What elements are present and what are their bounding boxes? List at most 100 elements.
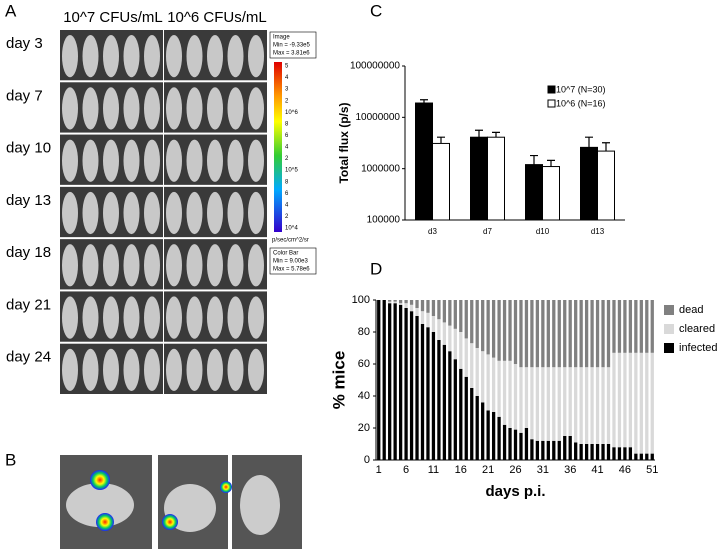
mouse — [103, 348, 119, 391]
mouse — [227, 296, 244, 339]
mouse — [103, 296, 119, 339]
x-tick-label: 41 — [591, 464, 603, 476]
bar-segment — [470, 343, 474, 388]
mouse — [62, 139, 78, 182]
mouse — [103, 35, 119, 78]
mouse — [207, 87, 223, 130]
bar-segment — [557, 300, 561, 368]
bar-segment — [530, 300, 534, 368]
bar-segment — [639, 300, 643, 353]
bar-segment — [442, 344, 447, 460]
y-tick-label: 100000 — [367, 215, 401, 226]
bar-segment — [574, 300, 578, 368]
bar-segment — [623, 447, 627, 460]
x-tick-label: 51 — [646, 464, 658, 476]
bar-segment — [552, 440, 556, 460]
bar-segment — [574, 442, 578, 460]
bar-segment — [486, 354, 490, 411]
error-bar — [420, 99, 428, 104]
mouse — [123, 139, 140, 182]
y-axis-label: % mice — [329, 351, 348, 410]
colorbar — [274, 62, 282, 232]
mouse — [186, 244, 203, 287]
y-tick-label: 20 — [358, 422, 370, 434]
bar-segment — [650, 352, 654, 454]
bar-segment — [601, 444, 605, 460]
row-label: day 24 — [6, 349, 51, 366]
mouse — [82, 296, 99, 339]
column-header: 10^7 CFUs/mL — [63, 9, 163, 26]
legend-label: infected — [679, 342, 718, 354]
bar-segment — [519, 300, 523, 368]
bar-segment — [552, 300, 556, 368]
x-tick-label: 46 — [619, 464, 631, 476]
bar-segment — [437, 340, 441, 460]
bar-segment — [617, 300, 622, 353]
bar-segment — [382, 300, 386, 460]
imaging-grid — [60, 30, 267, 394]
mouse — [186, 348, 203, 391]
mouse — [248, 87, 264, 130]
bar-segment — [595, 367, 600, 444]
x-tick-label: d10 — [536, 227, 550, 236]
box-text: Max = 5.78e6 — [273, 267, 310, 273]
mouse — [144, 35, 160, 78]
bar-segment — [623, 352, 627, 448]
bar-segment — [617, 352, 622, 448]
x-tick-label: d3 — [428, 227, 437, 236]
error-bar — [437, 136, 445, 144]
legend-label: 10^6 (N=16) — [556, 98, 606, 108]
mouse — [123, 348, 140, 391]
bar-segment — [623, 300, 627, 353]
bar-segment — [437, 300, 441, 320]
colorbar-label: 8 — [285, 179, 289, 185]
panel-label: C — [370, 1, 382, 20]
bar-segment — [508, 360, 512, 428]
bar-segment — [475, 300, 479, 348]
bar-segment — [541, 440, 545, 460]
bar-segment — [535, 367, 540, 441]
bar-segment — [409, 304, 414, 312]
bar-segment — [388, 300, 392, 302]
mouse — [123, 296, 140, 339]
x-tick-label: 31 — [537, 464, 549, 476]
bar-segment — [398, 303, 403, 305]
error-bar — [602, 142, 610, 152]
bar-segment — [584, 444, 589, 460]
error-bar — [475, 129, 483, 138]
bar-segment — [535, 300, 540, 368]
y-tick-label: 1000000 — [361, 163, 400, 174]
bar-segment — [497, 300, 501, 361]
bar-segment — [568, 367, 572, 436]
bar-segment — [606, 444, 611, 460]
colorbar-label: 10^6 — [285, 110, 298, 116]
row-label: day 13 — [6, 192, 51, 209]
mouse — [166, 244, 182, 287]
y-axis-label: Total flux (p/s) — [337, 102, 351, 183]
bar-segment — [546, 440, 550, 460]
legend-label: dead — [679, 304, 703, 316]
mouse — [248, 296, 264, 339]
bar-segment — [634, 352, 638, 454]
bar-segment — [530, 439, 534, 460]
colorbar-label: 10^5 — [285, 168, 298, 174]
mouse — [144, 87, 160, 130]
mouse — [186, 35, 203, 78]
mouse — [248, 191, 264, 235]
bar-segment — [415, 316, 419, 460]
bar-segment — [464, 338, 468, 377]
mouse — [207, 296, 223, 339]
bar-segment — [398, 300, 403, 304]
bar-segment — [645, 352, 649, 454]
bar-segment — [557, 367, 561, 441]
bar-segment — [404, 308, 408, 460]
bar-segment — [541, 300, 545, 368]
x-tick-label: 1 — [376, 464, 382, 476]
bar-segment — [393, 301, 397, 304]
error-bar — [585, 136, 593, 148]
x-tick-label: 16 — [455, 464, 467, 476]
bar-segment — [388, 303, 392, 460]
row-label: day 21 — [6, 296, 51, 313]
y-tick-label: 100000000 — [350, 61, 400, 72]
mouse — [186, 191, 203, 235]
